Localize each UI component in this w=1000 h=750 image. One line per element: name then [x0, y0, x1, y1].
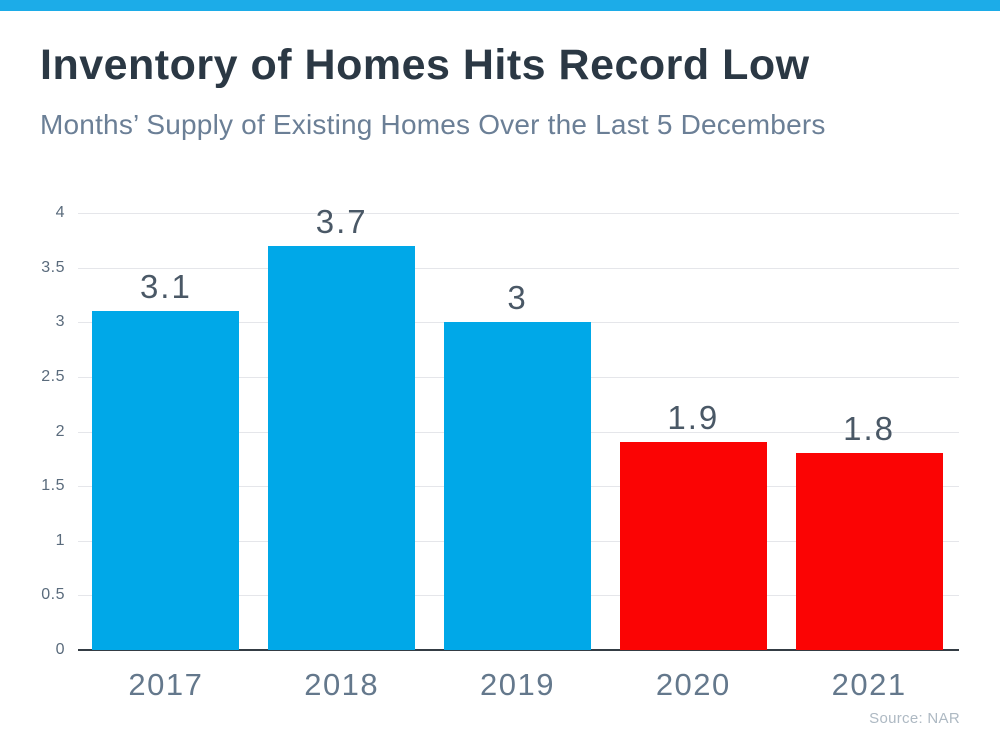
source-note: Source: NAR	[869, 710, 960, 727]
page-subtitle: Months’ Supply of Existing Homes Over th…	[40, 109, 826, 140]
value-label-2021: 1.8	[843, 410, 896, 448]
y-tick-label-2.5: 2.5	[41, 367, 65, 385]
page-title: Inventory of Homes Hits Record Low	[40, 41, 810, 89]
x-axis-label-2017: 2017	[128, 667, 204, 702]
gridline-4	[78, 213, 959, 214]
y-tick-label-4: 4	[55, 204, 65, 221]
y-tick-label-0: 0	[55, 641, 65, 658]
y-tick-label-3.5: 3.5	[41, 258, 65, 276]
x-axis-label-2019: 2019	[480, 667, 555, 702]
gridline-3.5	[78, 267, 959, 269]
value-label-2018: 3.7	[315, 202, 368, 240]
value-label-2019: 3	[507, 279, 528, 317]
bar-2017	[92, 311, 240, 650]
y-tick-label-3: 3	[55, 313, 65, 331]
x-axis-label-2018: 2018	[304, 667, 380, 702]
top-accent-bar	[0, 0, 1000, 11]
x-axis-line	[78, 649, 959, 651]
x-axis-label-2021: 2021	[831, 667, 907, 702]
chart-header: Inventory of Homes Hits Record Low Month…	[40, 44, 960, 139]
bar-2020	[619, 442, 767, 650]
value-label-2017: 3.1	[139, 268, 192, 306]
y-tick-label-1.5: 1.5	[41, 477, 65, 495]
plot-area: 0 0.5 1 1.5 2 2.5 3 3.5 4 3.1 3.7 3 1.9 1.8	[41, 205, 959, 658]
bar-2018	[268, 245, 416, 650]
y-tick-label-0.5: 0.5	[41, 586, 65, 604]
x-axis-label-2020: 2020	[655, 667, 731, 702]
y-tick-label-2: 2	[55, 422, 65, 440]
y-tick-label-1: 1	[55, 531, 65, 549]
bar-2021	[795, 453, 943, 650]
bar-2019	[444, 322, 591, 650]
bar-chart: 0 0.5 1 1.5 2 2.5 3 3.5 4 3.1 3.7 3 1.9 1.8 Source: N…	[0, 180, 1000, 750]
value-label-2020: 1.9	[667, 399, 720, 437]
